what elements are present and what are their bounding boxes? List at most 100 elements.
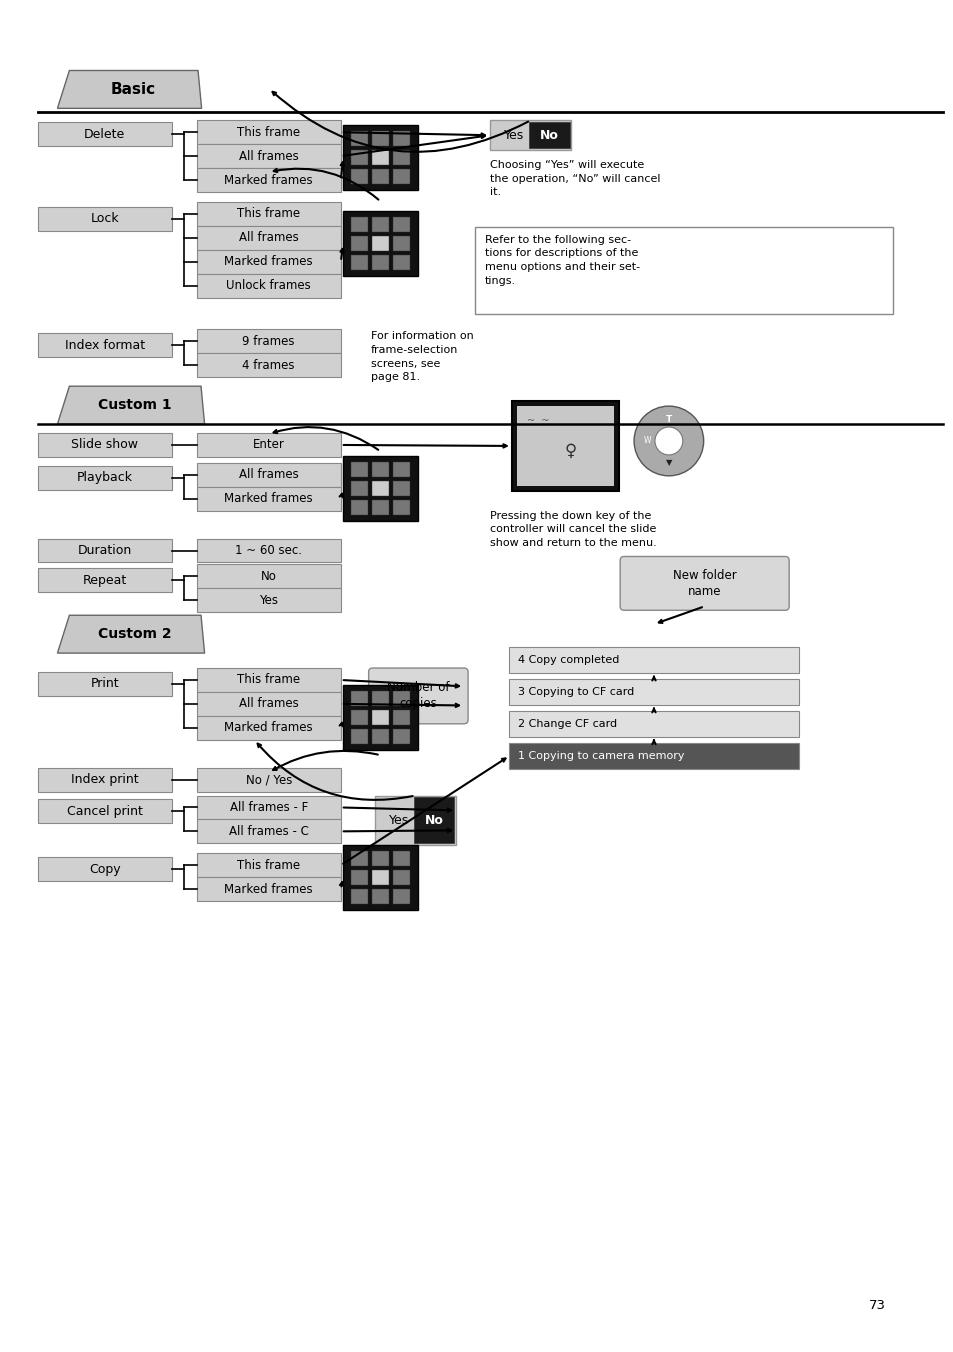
FancyBboxPatch shape [351, 169, 367, 184]
FancyBboxPatch shape [37, 207, 172, 231]
Text: Basic: Basic [111, 82, 155, 97]
FancyBboxPatch shape [196, 250, 340, 273]
Text: No: No [424, 814, 443, 827]
Text: 2 Change CF card: 2 Change CF card [517, 719, 617, 729]
FancyBboxPatch shape [196, 538, 340, 562]
FancyBboxPatch shape [372, 691, 389, 706]
FancyBboxPatch shape [196, 853, 340, 877]
FancyBboxPatch shape [372, 869, 389, 884]
Text: This frame: This frame [237, 207, 300, 220]
FancyBboxPatch shape [368, 668, 468, 723]
Text: Refer to the following sec-
tions for descriptions of the
menu options and their: Refer to the following sec- tions for de… [484, 235, 639, 285]
FancyBboxPatch shape [372, 218, 389, 233]
FancyBboxPatch shape [351, 729, 367, 745]
Text: Yes: Yes [259, 594, 278, 607]
FancyBboxPatch shape [351, 500, 367, 515]
Text: Playback: Playback [76, 472, 132, 484]
Text: Marked frames: Marked frames [224, 721, 313, 734]
Text: Choosing “Yes” will execute
the operation, “No” will cancel
it.: Choosing “Yes” will execute the operatio… [490, 160, 659, 197]
Text: For information on
frame-selection
screens, see
page 81.: For information on frame-selection scree… [370, 331, 473, 383]
Polygon shape [57, 615, 204, 653]
Text: Number of
copies: Number of copies [387, 681, 449, 710]
FancyBboxPatch shape [414, 798, 454, 844]
Text: This frame: This frame [237, 673, 300, 687]
Text: Unlock frames: Unlock frames [226, 279, 311, 292]
FancyBboxPatch shape [508, 711, 799, 737]
Text: Yes: Yes [504, 128, 524, 142]
Text: 1 Copying to camera memory: 1 Copying to camera memory [517, 750, 683, 761]
FancyBboxPatch shape [196, 487, 340, 511]
FancyBboxPatch shape [196, 588, 340, 612]
FancyBboxPatch shape [37, 466, 172, 489]
FancyBboxPatch shape [343, 685, 417, 750]
FancyBboxPatch shape [490, 120, 571, 150]
Text: Cancel print: Cancel print [67, 804, 142, 818]
FancyBboxPatch shape [196, 565, 340, 588]
FancyBboxPatch shape [196, 433, 340, 457]
FancyBboxPatch shape [393, 850, 410, 865]
FancyBboxPatch shape [196, 768, 340, 791]
Text: 1 ~ 60 sec.: 1 ~ 60 sec. [235, 544, 302, 557]
FancyBboxPatch shape [351, 237, 367, 251]
Text: Lock: Lock [91, 212, 119, 226]
FancyBboxPatch shape [351, 462, 367, 477]
FancyBboxPatch shape [393, 500, 410, 515]
FancyBboxPatch shape [372, 237, 389, 251]
FancyBboxPatch shape [529, 122, 569, 149]
FancyBboxPatch shape [351, 850, 367, 865]
Circle shape [634, 406, 703, 476]
FancyBboxPatch shape [196, 201, 340, 226]
Text: This frame: This frame [237, 859, 300, 872]
FancyBboxPatch shape [508, 679, 799, 704]
FancyBboxPatch shape [196, 692, 340, 715]
FancyBboxPatch shape [37, 334, 172, 357]
FancyBboxPatch shape [372, 256, 389, 270]
FancyBboxPatch shape [393, 691, 410, 706]
Text: ♀: ♀ [564, 442, 577, 460]
FancyBboxPatch shape [372, 888, 389, 903]
FancyBboxPatch shape [343, 457, 417, 521]
FancyBboxPatch shape [372, 729, 389, 745]
FancyBboxPatch shape [351, 869, 367, 884]
FancyBboxPatch shape [372, 710, 389, 726]
FancyBboxPatch shape [351, 710, 367, 726]
FancyBboxPatch shape [196, 462, 340, 487]
FancyBboxPatch shape [37, 433, 172, 457]
FancyBboxPatch shape [372, 169, 389, 184]
FancyBboxPatch shape [196, 795, 340, 819]
Text: W: W [643, 437, 650, 445]
FancyBboxPatch shape [511, 402, 618, 491]
Text: All frames: All frames [238, 150, 298, 162]
FancyBboxPatch shape [37, 672, 172, 696]
Text: 4 Copy completed: 4 Copy completed [517, 656, 618, 665]
Text: Marked frames: Marked frames [224, 492, 313, 506]
FancyBboxPatch shape [517, 406, 614, 485]
Circle shape [655, 427, 682, 454]
FancyBboxPatch shape [196, 877, 340, 900]
FancyBboxPatch shape [372, 462, 389, 477]
Text: Custom 1: Custom 1 [98, 397, 172, 412]
Text: Marked frames: Marked frames [224, 173, 313, 187]
FancyBboxPatch shape [351, 256, 367, 270]
FancyBboxPatch shape [372, 481, 389, 496]
FancyBboxPatch shape [196, 120, 340, 145]
FancyBboxPatch shape [37, 857, 172, 882]
Text: All frames: All frames [238, 468, 298, 481]
FancyBboxPatch shape [393, 710, 410, 726]
FancyBboxPatch shape [37, 122, 172, 146]
Text: New folder
name: New folder name [672, 569, 736, 598]
FancyBboxPatch shape [37, 538, 172, 562]
FancyBboxPatch shape [475, 227, 892, 315]
Polygon shape [57, 387, 204, 425]
FancyBboxPatch shape [372, 131, 389, 146]
Text: Duration: Duration [77, 544, 132, 557]
FancyBboxPatch shape [196, 715, 340, 740]
FancyBboxPatch shape [343, 124, 417, 189]
FancyBboxPatch shape [196, 226, 340, 250]
FancyBboxPatch shape [393, 218, 410, 233]
Polygon shape [57, 70, 201, 108]
FancyBboxPatch shape [393, 237, 410, 251]
Text: Slide show: Slide show [71, 438, 138, 452]
FancyBboxPatch shape [37, 768, 172, 791]
FancyBboxPatch shape [508, 648, 799, 673]
